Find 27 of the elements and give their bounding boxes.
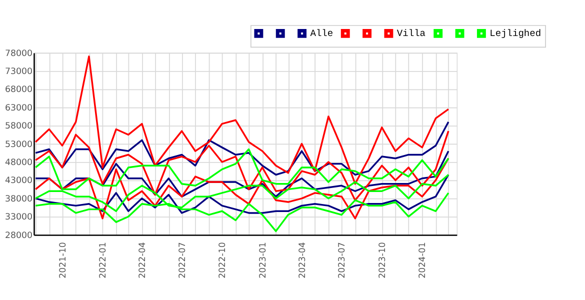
x-tick-label: 2021-10 — [58, 242, 68, 278]
y-tick-label: 38000 — [4, 194, 32, 204]
legend-label: Lejlighed — [490, 28, 542, 40]
x-tick-label: 2023-10 — [378, 242, 388, 278]
y-tick-label: 43000 — [4, 176, 32, 186]
x-tick-label: 2023-01 — [258, 242, 268, 278]
legend-label: Villa — [396, 28, 426, 40]
y-tick-label: 53000 — [4, 140, 32, 150]
x-tick-label: 2022-07 — [178, 242, 188, 278]
x-tick-label: 2022-01 — [98, 242, 109, 278]
x-tick-label: 2023-07 — [338, 242, 348, 278]
x-tick-label: 2022-04 — [138, 242, 148, 278]
y-tick-label: 58000 — [4, 122, 32, 132]
y-tick-label: 28000 — [4, 230, 32, 241]
x-tick-label: 2022-10 — [218, 242, 228, 278]
legend-label: Alle — [310, 28, 334, 40]
x-tick-label: 2024-01 — [418, 242, 428, 278]
x-tick-label: 2023-04 — [298, 242, 308, 278]
y-tick-label: 68000 — [4, 85, 32, 96]
y-tick-label: 73000 — [4, 67, 32, 78]
y-tick-label: 78000 — [4, 48, 32, 59]
y-tick-label: 63000 — [4, 103, 32, 114]
y-tick-label: 48000 — [4, 158, 32, 168]
line-series — [34, 157, 450, 220]
line-series — [34, 150, 450, 198]
line-series — [34, 121, 450, 176]
y-tick-label: 33000 — [4, 212, 32, 223]
